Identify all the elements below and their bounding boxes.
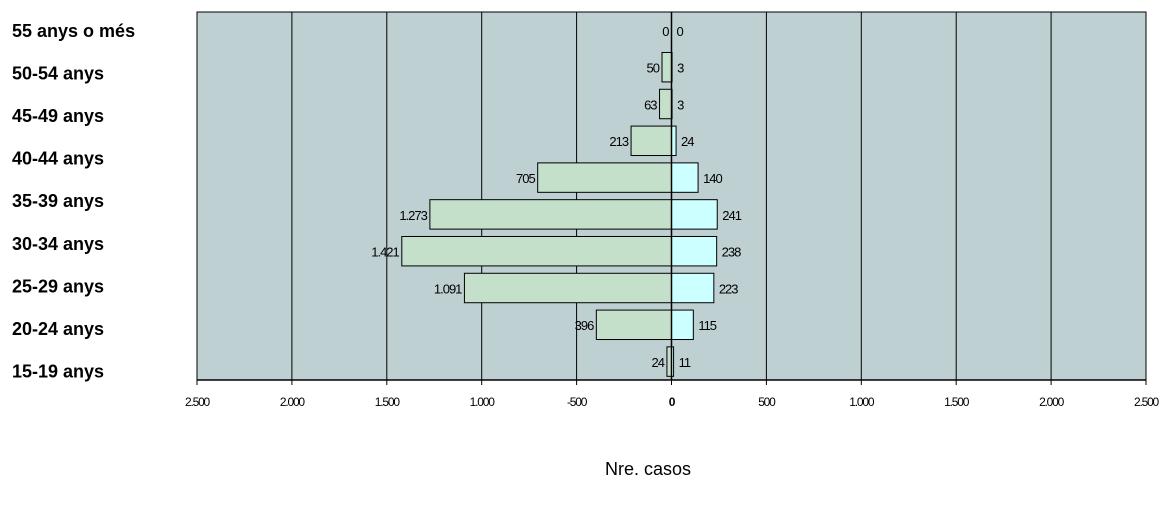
value-label: 1.421 — [371, 245, 399, 260]
value-label: 396 — [575, 318, 594, 333]
value-label: 63 — [644, 97, 657, 112]
bar — [537, 162, 672, 193]
value-label: 241 — [722, 208, 741, 223]
x-tick-label: 2.000 — [1039, 395, 1065, 409]
value-label: 0 — [662, 24, 669, 39]
value-label: 1.091 — [434, 281, 462, 296]
value-label: 223 — [719, 281, 738, 296]
x-tick-label: 1.000 — [470, 395, 496, 409]
bar — [429, 199, 673, 230]
value-label: 213 — [609, 134, 628, 149]
value-label: 0 — [677, 24, 684, 39]
bar — [661, 51, 673, 83]
x-tick-label: 2.000 — [280, 395, 306, 409]
bar — [671, 309, 694, 341]
value-label: 24 — [651, 355, 664, 370]
bar — [401, 235, 672, 267]
value-label: 11 — [679, 355, 691, 370]
bar — [659, 88, 673, 120]
value-label: 3 — [677, 61, 684, 76]
x-tick-label: 2.500 — [185, 395, 211, 409]
category-label: 25-29 anys — [12, 276, 104, 296]
value-label: 50 — [647, 61, 660, 76]
value-label: 140 — [703, 171, 722, 186]
category-label: 15-19 anys — [12, 362, 104, 382]
value-label: 115 — [698, 318, 716, 333]
value-label: 3 — [677, 97, 684, 112]
category-label: 40-44 anys — [12, 149, 104, 169]
bar — [671, 199, 718, 230]
bar — [671, 235, 718, 267]
x-tick-label: -500 — [567, 395, 588, 409]
x-tick-label: 1.000 — [849, 395, 875, 409]
category-label: 35-39 anys — [12, 191, 104, 211]
x-axis-title: Nre. casos — [605, 459, 691, 479]
bar — [630, 125, 672, 157]
x-tick-label: 2.500 — [1134, 395, 1160, 409]
value-label: 238 — [722, 245, 741, 260]
value-label: 1.273 — [399, 208, 427, 223]
x-tick-label: 0 — [669, 395, 676, 409]
value-label: 705 — [516, 171, 535, 186]
bar — [671, 162, 699, 193]
category-label: 55 anys o més — [12, 21, 135, 41]
category-label: 50-54 anys — [12, 63, 104, 83]
category-label: 30-34 anys — [12, 234, 104, 254]
value-label: 24 — [681, 134, 694, 149]
x-tick-label: 1.500 — [375, 395, 401, 409]
x-tick-label: 500 — [758, 395, 776, 409]
bar — [671, 272, 715, 304]
category-label: 45-49 anys — [12, 106, 104, 126]
category-label: 20-24 anys — [12, 319, 104, 339]
bar — [463, 272, 672, 304]
bar — [595, 309, 672, 341]
x-tick-label: 1.500 — [944, 395, 970, 409]
